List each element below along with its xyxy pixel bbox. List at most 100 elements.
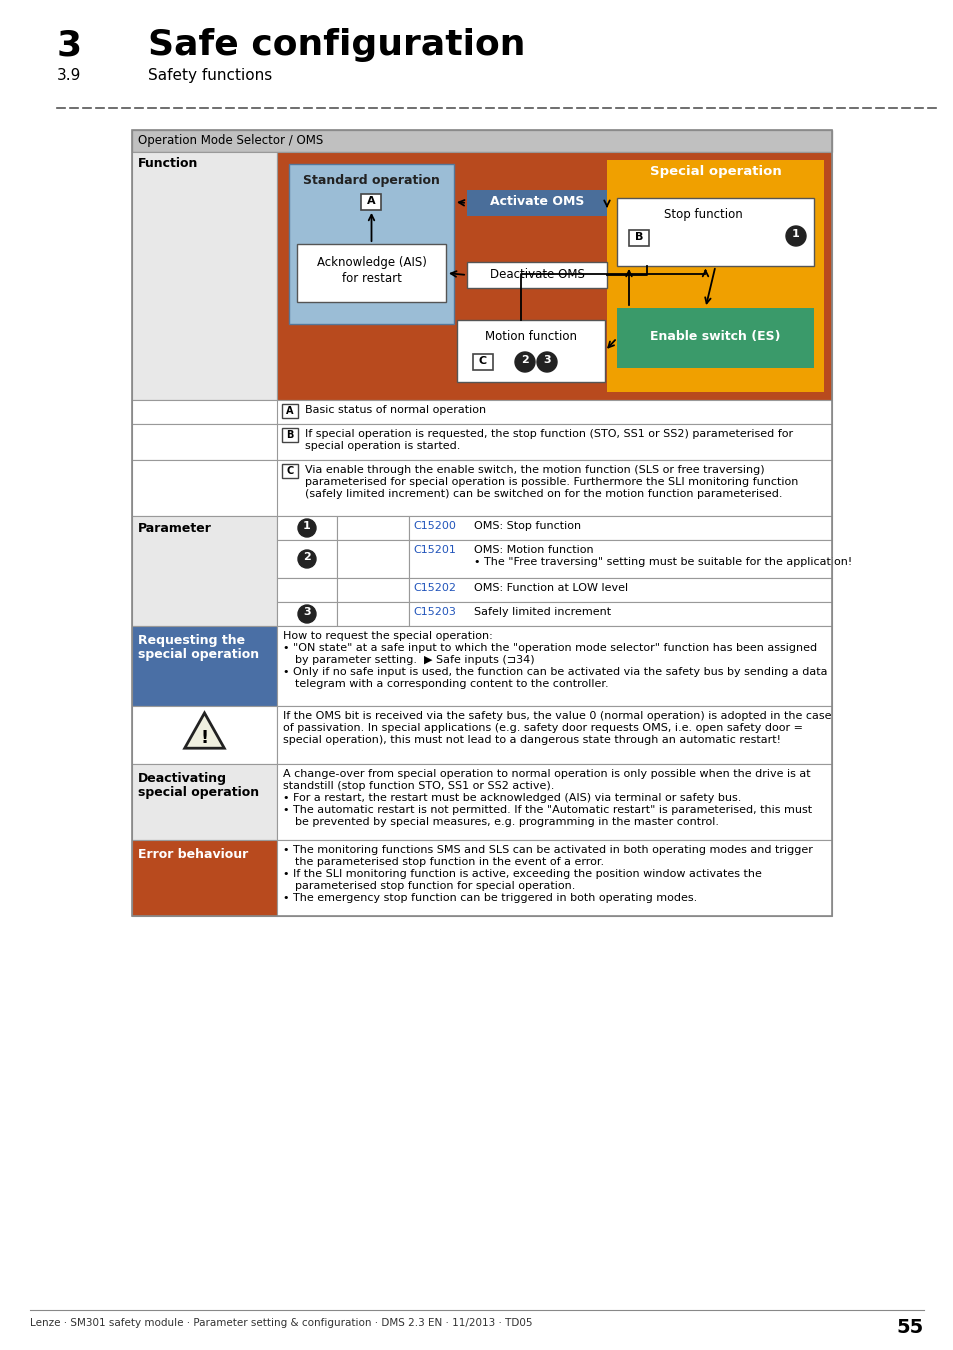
Text: parameterised stop function for special operation.: parameterised stop function for special …: [294, 882, 575, 891]
Text: 1: 1: [791, 230, 799, 239]
Text: Via enable through the enable switch, the motion function (SLS or free traversin: Via enable through the enable switch, th…: [305, 464, 763, 475]
Text: Acknowledge (AIS): Acknowledge (AIS): [316, 256, 426, 269]
Bar: [606, 161, 823, 392]
Circle shape: [537, 352, 557, 373]
Text: • If the SLI monitoring function is active, exceeding the position window activa: • If the SLI monitoring function is acti…: [283, 869, 761, 879]
Bar: [336, 540, 409, 578]
Text: !: !: [200, 729, 209, 747]
Bar: [276, 706, 831, 764]
Text: Deactivate OMS: Deactivate OMS: [489, 269, 584, 281]
Bar: [361, 194, 381, 211]
Bar: [289, 163, 454, 324]
Text: • "ON state" at a safe input to which the "operation mode selector" function has: • "ON state" at a safe input to which th…: [283, 643, 817, 653]
Text: Safe configuration: Safe configuration: [148, 28, 525, 62]
Bar: [132, 626, 276, 706]
Bar: [132, 764, 276, 840]
Text: Lenze · SM301 safety module · Parameter setting & configuration · DMS 2.3 EN · 1: Lenze · SM301 safety module · Parameter …: [30, 1318, 532, 1328]
Bar: [336, 602, 409, 626]
Bar: [282, 464, 297, 478]
Bar: [132, 153, 276, 400]
Bar: [409, 516, 831, 540]
Bar: [409, 578, 831, 602]
Text: 2: 2: [303, 552, 311, 562]
Bar: [336, 578, 409, 602]
Text: OMS: Function at LOW level: OMS: Function at LOW level: [474, 583, 627, 593]
Bar: [336, 516, 409, 540]
Bar: [132, 130, 831, 153]
Text: Error behaviour: Error behaviour: [138, 848, 248, 861]
Polygon shape: [185, 713, 224, 748]
Text: Basic status of normal operation: Basic status of normal operation: [305, 405, 486, 414]
Bar: [628, 230, 648, 246]
Bar: [132, 460, 831, 516]
Text: B: B: [286, 431, 294, 440]
Text: Standard operation: Standard operation: [303, 174, 439, 188]
Text: special operation: special operation: [138, 648, 259, 662]
Text: Requesting the: Requesting the: [138, 634, 245, 647]
Bar: [276, 602, 336, 626]
Bar: [276, 516, 336, 540]
Bar: [409, 602, 831, 626]
Text: Special operation: Special operation: [649, 165, 781, 178]
Bar: [276, 626, 831, 706]
Text: C15202: C15202: [413, 583, 456, 593]
Bar: [282, 428, 297, 441]
Bar: [473, 354, 493, 370]
Text: How to request the special operation:: How to request the special operation:: [283, 630, 493, 641]
Text: • The emergency stop function can be triggered in both operating modes.: • The emergency stop function can be tri…: [283, 892, 697, 903]
Bar: [467, 190, 606, 216]
Text: A change-over from special operation to normal operation is only possible when t: A change-over from special operation to …: [283, 769, 810, 779]
Text: C15201: C15201: [413, 545, 456, 555]
Text: A: A: [367, 196, 375, 207]
Text: Deactivating: Deactivating: [138, 772, 227, 784]
Text: Motion function: Motion function: [484, 329, 577, 343]
Bar: [276, 540, 336, 578]
Text: of passivation. In special applications (e.g. safety door requests OMS, i.e. ope: of passivation. In special applications …: [283, 724, 802, 733]
Bar: [282, 404, 297, 418]
Text: telegram with a corresponding content to the controller.: telegram with a corresponding content to…: [294, 679, 608, 688]
Bar: [276, 153, 831, 400]
Text: • Only if no safe input is used, the function can be activated via the safety bu: • Only if no safe input is used, the fun…: [283, 667, 826, 676]
Circle shape: [515, 352, 535, 373]
Bar: [617, 198, 813, 266]
Text: 3: 3: [542, 355, 550, 364]
Text: • The monitoring functions SMS and SLS can be activated in both operating modes : • The monitoring functions SMS and SLS c…: [283, 845, 812, 855]
Circle shape: [297, 605, 315, 622]
Bar: [132, 516, 276, 626]
Text: Function: Function: [138, 157, 198, 170]
Text: for restart: for restart: [341, 271, 401, 285]
Text: standstill (stop function STO, SS1 or SS2 active).: standstill (stop function STO, SS1 or SS…: [283, 782, 554, 791]
Circle shape: [297, 518, 315, 537]
Bar: [456, 320, 604, 382]
Text: 3: 3: [303, 608, 311, 617]
Text: 2: 2: [520, 355, 528, 364]
Text: special operation: special operation: [138, 786, 259, 799]
Text: Parameter: Parameter: [138, 522, 212, 535]
Bar: [276, 840, 831, 917]
Text: 3: 3: [57, 28, 82, 62]
Bar: [276, 764, 831, 840]
Text: B: B: [634, 232, 642, 242]
Bar: [132, 840, 276, 917]
Text: 3.9: 3.9: [57, 68, 81, 82]
Text: • The automatic restart is not permitted. If the "Automatic restart" is paramete: • The automatic restart is not permitted…: [283, 805, 811, 815]
Text: If special operation is requested, the stop function (STO, SS1 or SS2) parameter: If special operation is requested, the s…: [305, 429, 792, 439]
Text: Enable switch (ES): Enable switch (ES): [650, 329, 780, 343]
Text: • For a restart, the restart must be acknowledged (AIS) via terminal or safety b: • For a restart, the restart must be ack…: [283, 792, 740, 803]
Text: Operation Mode Selector / OMS: Operation Mode Selector / OMS: [138, 134, 323, 147]
Text: A: A: [286, 406, 294, 416]
Bar: [276, 578, 336, 602]
Text: Safety functions: Safety functions: [148, 68, 272, 82]
Circle shape: [297, 549, 315, 568]
Bar: [617, 308, 813, 369]
Text: 1: 1: [303, 521, 311, 531]
Bar: [409, 540, 831, 578]
Text: • The "Free traversing" setting must be suitable for the application!: • The "Free traversing" setting must be …: [474, 558, 851, 567]
Text: Stop function: Stop function: [663, 208, 742, 221]
Bar: [132, 424, 831, 460]
Text: Safely limited increment: Safely limited increment: [474, 608, 611, 617]
Text: the parameterised stop function in the event of a error.: the parameterised stop function in the e…: [294, 857, 603, 867]
Text: C15200: C15200: [413, 521, 456, 531]
Bar: [467, 262, 606, 288]
Text: If the OMS bit is received via the safety bus, the value 0 (normal operation) is: If the OMS bit is received via the safet…: [283, 711, 831, 721]
